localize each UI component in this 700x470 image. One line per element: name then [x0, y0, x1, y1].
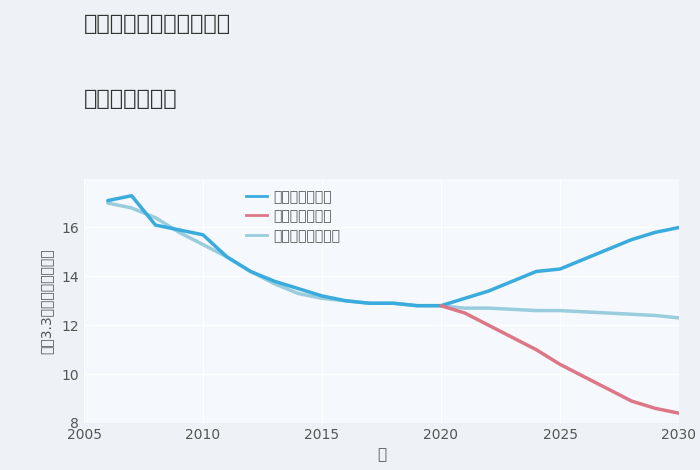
Y-axis label: 坪（3.3㎡）単価（万円）: 坪（3.3㎡）単価（万円） [39, 248, 53, 353]
Text: 土地の価格推移: 土地の価格推移 [84, 89, 178, 110]
X-axis label: 年: 年 [377, 447, 386, 462]
Legend: グッドシナリオ, バッドシナリオ, ノーマルシナリオ: グッドシナリオ, バッドシナリオ, ノーマルシナリオ [241, 186, 345, 247]
Text: 三重県津市一志町日置の: 三重県津市一志町日置の [84, 14, 231, 34]
